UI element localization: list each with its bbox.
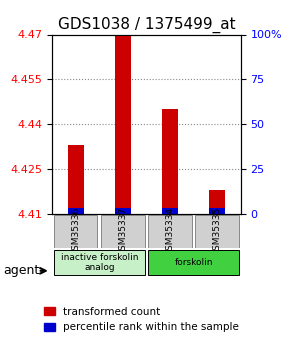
Text: GSM35337: GSM35337 bbox=[118, 207, 127, 256]
Bar bbox=[115, 34, 131, 214]
Bar bbox=[209, 208, 225, 214]
FancyBboxPatch shape bbox=[148, 215, 192, 248]
Legend: transformed count, percentile rank within the sample: transformed count, percentile rank withi… bbox=[40, 303, 243, 336]
Bar bbox=[162, 208, 178, 214]
Bar bbox=[115, 208, 131, 214]
Text: GSM35336: GSM35336 bbox=[71, 207, 80, 256]
FancyBboxPatch shape bbox=[195, 215, 239, 248]
Bar bbox=[209, 190, 225, 214]
Text: inactive forskolin
analog: inactive forskolin analog bbox=[61, 253, 138, 272]
Text: agent: agent bbox=[3, 264, 39, 277]
Bar bbox=[162, 109, 178, 214]
Title: GDS1038 / 1375499_at: GDS1038 / 1375499_at bbox=[58, 17, 235, 33]
Text: GSM35335: GSM35335 bbox=[213, 207, 222, 256]
Bar bbox=[68, 208, 84, 214]
FancyBboxPatch shape bbox=[54, 215, 97, 248]
FancyBboxPatch shape bbox=[148, 250, 239, 275]
Text: GSM35334: GSM35334 bbox=[166, 207, 175, 256]
FancyBboxPatch shape bbox=[54, 250, 144, 275]
Bar bbox=[68, 145, 84, 214]
Text: forskolin: forskolin bbox=[174, 258, 213, 267]
FancyBboxPatch shape bbox=[101, 215, 144, 248]
